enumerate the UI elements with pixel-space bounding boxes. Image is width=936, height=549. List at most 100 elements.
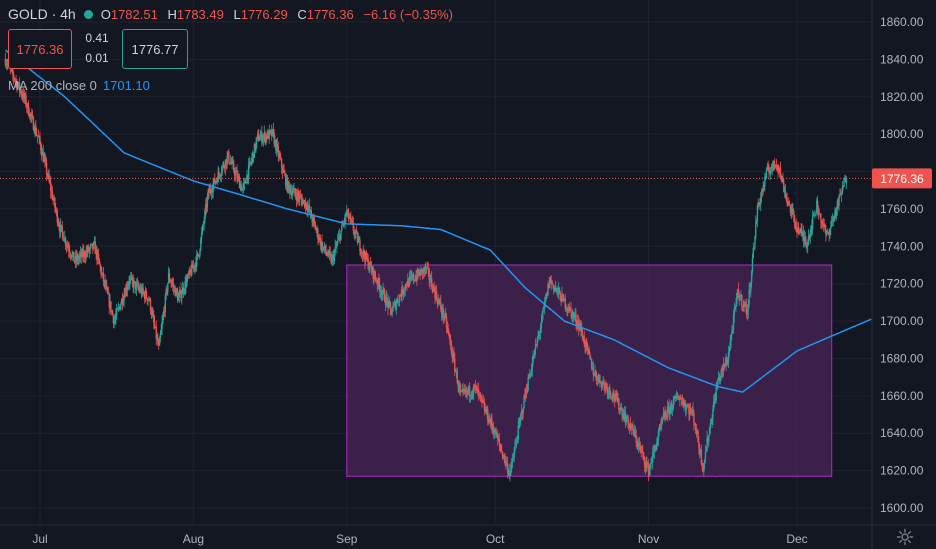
price-tick-label: 1680.00	[880, 351, 924, 365]
last-price-label: 1776.36	[872, 168, 932, 188]
price-axis[interactable]: 1600.00 1620.00 1640.00 1660.00 1680.00 1700.…	[872, 0, 924, 549]
high-label: H	[167, 7, 176, 22]
candle-body	[523, 409, 524, 414]
candle-body	[846, 178, 847, 182]
ma-legend[interactable]: MA 200 close 0 1701.10	[8, 78, 150, 93]
price-tick-label: 1820.00	[880, 90, 924, 104]
price-tick-label: 1620.00	[880, 464, 924, 478]
sell-price: 1776.36	[17, 42, 64, 57]
candle-body	[786, 198, 787, 202]
candle-body	[514, 446, 515, 452]
candle-body	[228, 152, 229, 163]
candle-body	[705, 451, 706, 459]
market-status-icon	[84, 10, 93, 19]
time-tick-label: Dec	[786, 532, 807, 546]
candle-body	[795, 222, 796, 228]
ma-value: 1701.10	[103, 78, 150, 93]
candle-body	[235, 172, 236, 176]
candle-body	[752, 258, 753, 271]
candle-body	[167, 283, 168, 292]
last-price-text: 1776.36	[880, 172, 924, 186]
candle-body	[739, 298, 740, 301]
candle-body	[785, 191, 786, 193]
candle-body	[337, 240, 338, 244]
candle-body	[766, 170, 767, 178]
candle-body	[793, 211, 794, 215]
ma-label: MA 200 close 0	[8, 78, 97, 93]
candle-body	[541, 322, 542, 328]
candle-body	[599, 375, 600, 382]
price-tick-label: 1720.00	[880, 277, 924, 291]
price-tick-label: 1800.00	[880, 127, 924, 141]
candle-body	[397, 299, 398, 302]
candle-body	[757, 206, 758, 222]
candle-body	[259, 140, 260, 141]
close-label: C	[297, 7, 306, 22]
candle-body	[390, 303, 391, 308]
time-axis[interactable]: Jul Aug Sep Oct Nov Dec	[0, 525, 936, 546]
candle-body	[753, 248, 754, 258]
symbol-name[interactable]: GOLD · 4h	[8, 6, 76, 22]
price-tick-label: 1760.00	[880, 202, 924, 216]
price-tick-label: 1600.00	[880, 501, 924, 515]
candle-body	[116, 309, 117, 315]
open-value: 1782.51	[111, 7, 158, 22]
candle-body	[469, 387, 470, 396]
candle-body	[662, 419, 663, 421]
open-label: O	[101, 7, 111, 22]
time-tick-label: Nov	[638, 532, 659, 546]
candle-body	[73, 252, 74, 261]
candle-body	[708, 436, 709, 442]
gear-icon[interactable]	[896, 528, 914, 546]
symbol-interval: 4h	[60, 6, 76, 22]
candle-body	[552, 284, 553, 285]
candle-body	[715, 388, 716, 401]
low-label: L	[233, 7, 240, 22]
candle-body	[734, 310, 735, 316]
candle-body	[693, 413, 694, 423]
price-tick-label: 1840.00	[880, 52, 924, 66]
candle-body	[481, 397, 482, 400]
spread-top: 0.41	[82, 28, 112, 48]
price-tick-label: 1740.00	[880, 239, 924, 253]
candle-body	[181, 294, 182, 298]
candle-body	[160, 334, 161, 338]
sell-button[interactable]: 1776.36	[8, 29, 72, 69]
candle-body	[62, 232, 63, 240]
change-value: −6.16 (−0.35%)	[363, 7, 453, 22]
time-tick-label: Oct	[486, 532, 505, 546]
symbol-ticker: GOLD	[8, 6, 48, 22]
candle-body	[391, 311, 392, 314]
candle-body	[499, 440, 500, 444]
buy-button[interactable]: 1776.77	[122, 29, 188, 69]
high-value: 1783.49	[177, 7, 224, 22]
candle-body	[146, 291, 147, 298]
candle-body	[512, 461, 513, 462]
ohlc-values: O1782.51 H1783.49 L1776.29 C1776.36 −6.1…	[101, 7, 453, 22]
spread-display: 0.41 0.01	[82, 28, 112, 68]
candle-body	[340, 231, 341, 240]
candle-body	[812, 215, 813, 229]
candle-body	[292, 190, 293, 193]
candle-body	[36, 134, 37, 135]
close-value: 1776.36	[307, 7, 354, 22]
time-tick-label: Sep	[336, 532, 358, 546]
range-rectangle[interactable]	[347, 265, 832, 476]
candle-body	[98, 254, 99, 259]
price-tick-label: 1860.00	[880, 15, 924, 29]
candle-body	[341, 225, 342, 231]
candle-body	[480, 394, 481, 395]
candle-body	[843, 179, 844, 186]
buy-price: 1776.77	[132, 42, 179, 57]
time-tick-label: Aug	[183, 532, 204, 546]
price-tick-label: 1660.00	[880, 389, 924, 403]
low-value: 1776.29	[241, 7, 288, 22]
candle-body	[610, 392, 611, 396]
spread-bottom: 0.01	[82, 48, 112, 68]
time-tick-label: Jul	[32, 532, 47, 546]
symbol-legend: GOLD · 4h O1782.51 H1783.49 L1776.29 C17…	[8, 6, 453, 22]
candle-body	[673, 398, 674, 401]
candle-body	[120, 304, 121, 309]
price-tick-label: 1640.00	[880, 426, 924, 440]
candle-body	[570, 308, 571, 311]
